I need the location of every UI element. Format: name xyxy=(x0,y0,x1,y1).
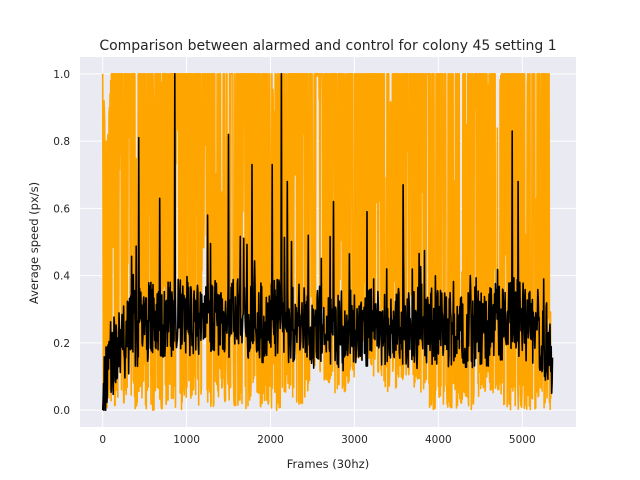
y-tick-label: 0.0 xyxy=(53,405,70,417)
control-series-line xyxy=(101,73,554,412)
x-tick-label: 1000 xyxy=(173,434,200,446)
y-ticks: 0.0 0.2 0.4 0.6 0.8 1.0 xyxy=(53,69,70,417)
x-axis-label: Frames (30hz) xyxy=(287,457,369,471)
x-tick-label: 0 xyxy=(99,434,106,446)
series-layer xyxy=(101,73,554,412)
x-tick-label: 2000 xyxy=(257,434,284,446)
alarmed-series-line xyxy=(101,73,552,412)
x-tick-label: 4000 xyxy=(425,434,452,446)
y-tick-label: 0.2 xyxy=(53,338,70,350)
x-tick-label: 3000 xyxy=(341,434,368,446)
x-tick-label: 5000 xyxy=(509,434,536,446)
y-tick-label: 1.0 xyxy=(53,69,70,81)
y-axis-label: Average speed (px/s) xyxy=(27,182,41,304)
y-tick-label: 0.4 xyxy=(53,271,70,283)
y-tick-label: 0.8 xyxy=(53,136,70,148)
x-ticks: 0 1000 2000 3000 4000 5000 xyxy=(99,434,535,446)
y-tick-label: 0.6 xyxy=(53,203,70,215)
chart-title: Comparison between alarmed and control f… xyxy=(99,38,556,54)
